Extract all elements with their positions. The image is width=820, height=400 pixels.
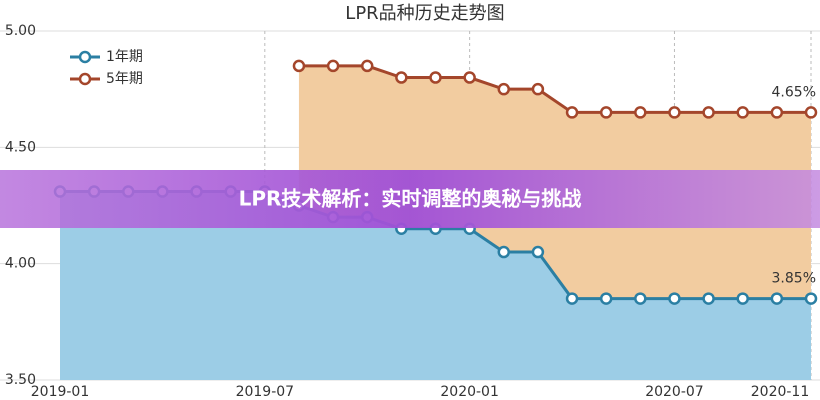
legend-marker <box>78 72 92 86</box>
y-tick-label: 5.00 <box>5 23 36 39</box>
x-tick-label: 2020-11 <box>751 384 810 400</box>
marker <box>565 106 579 119</box>
marker <box>770 106 784 119</box>
marker <box>497 82 511 96</box>
marker <box>804 292 818 305</box>
marker <box>668 292 681 305</box>
y-tick-label: 4.00 <box>5 256 36 272</box>
marker <box>668 106 681 119</box>
marker <box>599 106 613 119</box>
chart-title: LPR品种历史走势图 <box>345 3 504 24</box>
marker <box>599 292 613 305</box>
marker <box>429 71 442 84</box>
y-tick-label: 4.50 <box>5 139 36 155</box>
marker <box>326 59 340 73</box>
marker <box>292 59 306 73</box>
marker <box>804 106 818 119</box>
marker <box>360 59 374 73</box>
marker <box>497 245 511 259</box>
banner-text: LPR技术解析：实时调整的奥秘与挑战 <box>239 187 582 211</box>
marker <box>702 292 715 305</box>
marker <box>463 71 476 84</box>
banner: LPR技术解析：实时调整的奥秘与挑战 <box>0 170 820 228</box>
marker <box>770 292 784 305</box>
marker <box>531 82 545 96</box>
marker <box>634 106 647 119</box>
legend-label: 1年期 <box>106 49 143 65</box>
marker <box>531 245 545 259</box>
value-label: 4.65% <box>772 84 816 100</box>
x-tick-label: 2020-01 <box>440 384 499 400</box>
y-tick-label: 3.50 <box>5 372 36 388</box>
area <box>60 191 811 380</box>
marker <box>736 292 749 305</box>
x-tick-label: 2019-01 <box>31 384 90 400</box>
marker <box>395 71 408 84</box>
line <box>298 64 811 114</box>
legend-marker <box>78 50 92 64</box>
x-tick-label: 2019-07 <box>236 384 295 400</box>
banner-background <box>0 170 820 228</box>
legend-label: 5年期 <box>106 71 143 87</box>
x-tick-label: 2020-07 <box>645 384 704 400</box>
marker <box>736 106 749 119</box>
value-label: 3.85% <box>772 271 816 287</box>
marker <box>702 106 715 119</box>
marker <box>634 292 647 305</box>
marker <box>565 292 579 305</box>
